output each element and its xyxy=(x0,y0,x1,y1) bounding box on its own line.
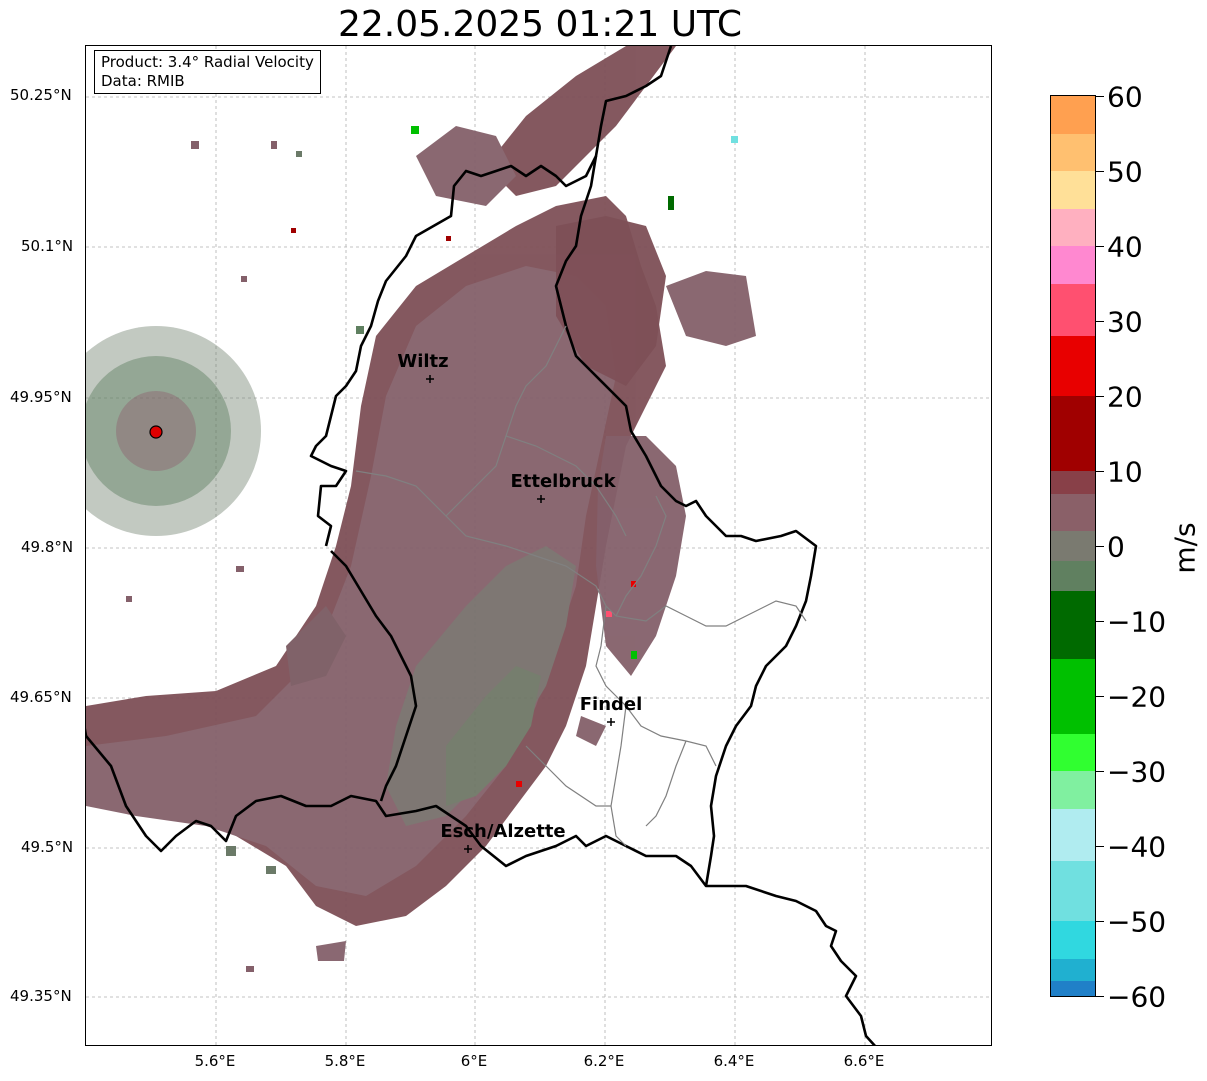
lon-label-5-8: 5.8°E xyxy=(324,1052,366,1070)
colorbar-tick-minus-60: −60 xyxy=(1107,980,1167,1014)
colorbar-segment xyxy=(1051,396,1095,472)
radar-site-marker xyxy=(149,425,163,439)
data-source-label: Data: RMIB xyxy=(101,72,185,90)
colorbar-tickmark xyxy=(1096,321,1104,322)
colorbar-segment xyxy=(1051,96,1095,134)
lon-label-6-2: 6.2°E xyxy=(583,1052,625,1070)
colorbar-segment xyxy=(1051,921,1095,959)
colorbar-tickmark xyxy=(1096,996,1104,997)
colorbar-tick-0: 0 xyxy=(1107,530,1125,564)
city-label-wiltz: Wiltz xyxy=(397,351,449,372)
colorbar-tick-30: 30 xyxy=(1107,305,1143,339)
colorbar-segment xyxy=(1051,336,1095,397)
colorbar-tickmark xyxy=(1096,546,1104,547)
radar-clutter xyxy=(86,326,261,536)
lat-label-50-1: 50.1°N xyxy=(21,237,74,255)
colorbar-segment xyxy=(1051,981,1095,996)
city-marker-findel xyxy=(607,718,615,726)
colorbar-tick-20: 20 xyxy=(1107,380,1143,414)
colorbar-tickmark xyxy=(1096,771,1104,772)
lon-label-5-6: 5.6°E xyxy=(194,1052,236,1070)
colorbar-tick-60: 60 xyxy=(1107,80,1143,114)
colorbar-tickmark xyxy=(1096,471,1104,472)
city-marker-wiltz xyxy=(426,375,434,383)
colorbar-segment xyxy=(1051,133,1095,172)
lat-label-49-8: 49.8°N xyxy=(21,538,74,556)
radar-echo-northeast xyxy=(316,46,756,961)
colorbar-segment xyxy=(1051,958,1095,982)
map-title: 22.05.2025 01:21 UTC xyxy=(337,4,743,45)
district-borders xyxy=(355,325,807,847)
colorbar-segment xyxy=(1051,246,1095,284)
velocity-colorbar xyxy=(1050,95,1096,997)
product-info-box: Product: 3.4° Radial Velocity Data: RMIB xyxy=(94,50,321,94)
lat-label-49-95: 49.95°N xyxy=(10,388,72,406)
colorbar-tick-50: 50 xyxy=(1107,155,1143,189)
product-label: Product: 3.4° Radial Velocity xyxy=(101,53,314,71)
colorbar-tick-minus-40: −40 xyxy=(1107,830,1167,864)
colorbar-tickmark xyxy=(1096,96,1104,97)
colorbar-segment xyxy=(1051,531,1095,562)
city-marker-ettelbruck xyxy=(537,495,545,503)
colorbar-segment xyxy=(1051,771,1095,809)
colorbar-tickmark xyxy=(1096,246,1104,247)
colorbar-tickmark xyxy=(1096,621,1104,622)
colorbar-segment xyxy=(1051,208,1095,247)
city-marker-esch-alzette xyxy=(464,845,472,853)
lat-label-50-25: 50.25°N xyxy=(10,86,72,104)
colorbar-unit-label: m/s xyxy=(1168,522,1202,574)
lat-label-49-35: 49.35°N xyxy=(10,987,72,1005)
colorbar-segment xyxy=(1051,283,1095,337)
colorbar-tickmark xyxy=(1096,396,1104,397)
city-label-ettelbruck: Ettelbruck xyxy=(510,471,616,492)
radar-echo-main-band xyxy=(86,196,666,926)
colorbar-tick-40: 40 xyxy=(1107,230,1143,264)
radar-map[interactable] xyxy=(85,45,992,1046)
colorbar-tick-minus-10: −10 xyxy=(1107,605,1167,639)
colorbar-tickmark xyxy=(1096,921,1104,922)
colorbar-tick-minus-20: −20 xyxy=(1107,680,1167,714)
colorbar-segment xyxy=(1051,171,1095,209)
colorbar-segment xyxy=(1051,658,1095,734)
country-borders xyxy=(86,46,876,1045)
lon-label-6: 6°E xyxy=(460,1052,488,1070)
lat-label-49-65: 49.65°N xyxy=(10,688,72,706)
lon-label-6-6: 6.6°E xyxy=(843,1052,885,1070)
colorbar-tickmark xyxy=(1096,696,1104,697)
colorbar-segment xyxy=(1051,471,1095,494)
radar-map-canvas xyxy=(86,46,991,1045)
colorbar-segment xyxy=(1051,733,1095,772)
colorbar-segment xyxy=(1051,561,1095,592)
colorbar-tick-minus-30: −30 xyxy=(1107,755,1167,789)
lon-label-6-4: 6.4°E xyxy=(713,1052,755,1070)
colorbar-tickmark xyxy=(1096,171,1104,172)
city-label-esch-alzette: Esch/Alzette xyxy=(440,821,566,842)
city-markers xyxy=(426,375,615,853)
colorbar-segment xyxy=(1051,861,1095,922)
city-label-findel: Findel xyxy=(579,694,643,715)
radar-speckles xyxy=(126,126,738,972)
colorbar-segment xyxy=(1051,808,1095,862)
colorbar-tick-minus-50: −50 xyxy=(1107,905,1167,939)
colorbar-tick-10: 10 xyxy=(1107,455,1143,489)
lat-label-49-5: 49.5°N xyxy=(21,838,74,856)
colorbar-segment xyxy=(1051,591,1095,659)
colorbar-segment xyxy=(1051,493,1095,532)
colorbar-tickmark xyxy=(1096,846,1104,847)
